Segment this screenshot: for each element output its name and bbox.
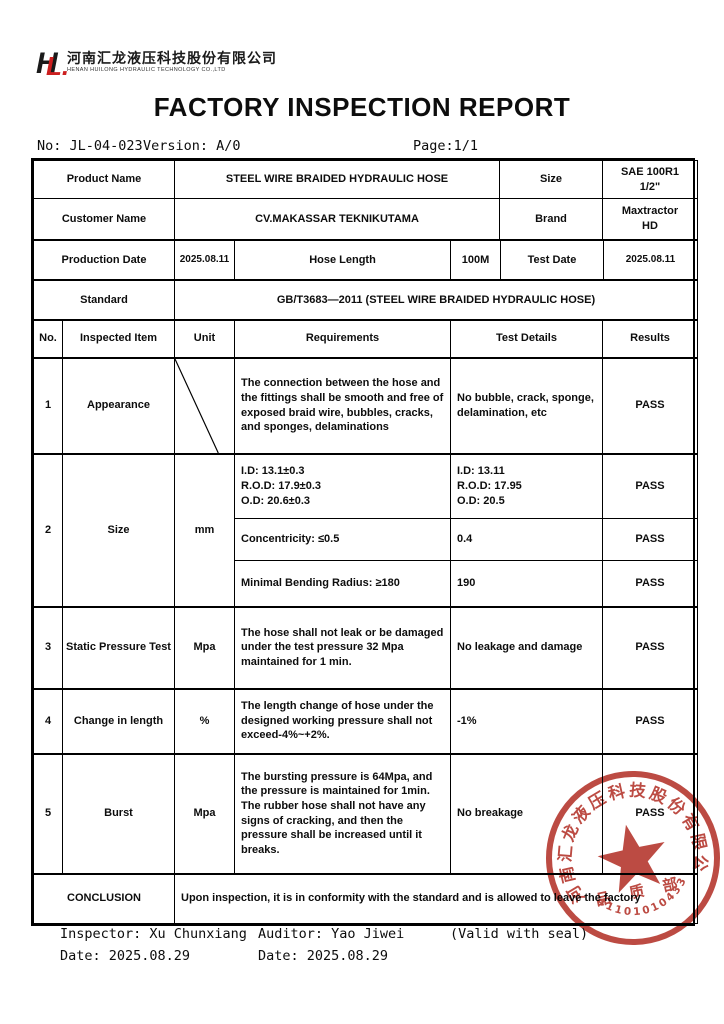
page-title: FACTORY INSPECTION REPORT <box>153 92 571 122</box>
company-logo: H L. 河南汇龙液压科技股份有限公司 HENAN HUILONG HYDRAU… <box>36 47 277 81</box>
col-header-no: No. <box>33 320 63 358</box>
col-header-unit: Unit <box>174 320 235 358</box>
row5-test-details: No breakage <box>450 752 603 874</box>
doc-version: Version: A/0 <box>143 138 241 154</box>
company-name-chinese: 河南汇龙液压科技股份有限公司 <box>67 50 277 66</box>
brand-value: Maxtractor HD <box>602 198 698 240</box>
row5-no: 5 <box>33 752 63 874</box>
test-date-label: Test Date <box>500 240 604 280</box>
production-date-value: 2025.08.11 <box>174 240 235 280</box>
row-appearance: 1 Appearance The connection between the … <box>33 356 698 454</box>
auditor-name: Auditor: Yao Jiwei <box>258 926 405 942</box>
conclusion-text: Upon inspection, it is in conformity wit… <box>174 872 698 924</box>
row4-requirements: The length change of hose under the desi… <box>234 687 451 754</box>
col-header-results: Results <box>602 320 698 358</box>
row2-item: Size <box>62 452 175 607</box>
hose-length-value: 100M <box>450 240 501 280</box>
valid-with-seal-note: (Valid with seal) <box>450 926 589 942</box>
row1-no: 1 <box>33 356 63 454</box>
size-value: SAE 100R1 1/2" <box>602 160 698 199</box>
row3-requirements: The hose shall not leak or be damaged un… <box>234 605 451 689</box>
row2c-test-details: 190 <box>450 560 603 607</box>
product-name-label: Product Name <box>33 160 175 199</box>
production-date-label: Production Date <box>33 240 175 280</box>
row3-no: 3 <box>33 605 63 689</box>
row4-no: 4 <box>33 687 63 754</box>
doc-page: Page:1/1 <box>413 138 479 154</box>
row-conclusion: CONCLUSION Upon inspection, it is in con… <box>33 872 698 924</box>
row-size-b: Concentricity: ≤0.5 0.4 PASS <box>34 518 698 561</box>
col-header-test-details: Test Details <box>450 320 603 358</box>
row4-item: Change in length <box>62 687 175 754</box>
row2b-result: PASS <box>602 518 698 561</box>
row2-unit: mm <box>174 452 235 607</box>
info-band-dates: Production Date 2025.08.11 Hose Length 1… <box>33 240 698 280</box>
doc-number: No: JL-04-023 <box>37 138 143 154</box>
size-label: Size <box>499 160 603 199</box>
row2a-result: PASS <box>602 452 698 519</box>
row2c-requirements: Minimal Bending Radius: ≥180 <box>234 560 451 607</box>
inspector-date: Date: 2025.08.29 <box>60 948 191 964</box>
row2b-test-details: 0.4 <box>450 518 603 561</box>
row1-unit-diagonal <box>174 356 235 454</box>
company-name-english: HENAN HUILONG HYDRAULIC TECHNOLOGY CO.,L… <box>67 67 226 73</box>
test-date-value: 2025.08.11 <box>603 240 698 280</box>
row-static-pressure: 3 Static Pressure Test Mpa The hose shal… <box>33 605 698 689</box>
row-change-in-length: 4 Change in length % The length change o… <box>33 687 698 754</box>
row-size-c: Minimal Bending Radius: ≥180 190 PASS <box>34 560 698 607</box>
standard-value: GB/T3683—2011 (STEEL WIRE BRAIDED HYDRAU… <box>174 280 698 320</box>
row1-test-details: No bubble, crack, sponge, delamination, … <box>450 356 603 454</box>
auditor-date: Date: 2025.08.29 <box>258 948 389 964</box>
document-meta: No: JL-04-023 Version: A/0 Page:1/1 <box>0 138 724 156</box>
row4-unit: % <box>174 687 235 754</box>
inspection-header-row: No. Inspected Item Unit Requirements Tes… <box>33 320 698 358</box>
row1-requirements: The connection between the hose and the … <box>234 356 451 454</box>
brand-label: Brand <box>499 198 603 240</box>
row2a-requirements: I.D: 13.1±0.3 R.O.D: 17.9±0.3 O.D: 20.6±… <box>234 452 451 519</box>
customer-name-value: CV.MAKASSAR TEKNIKUTAMA <box>174 198 500 240</box>
col-header-item: Inspected Item <box>62 320 175 358</box>
row1-result: PASS <box>602 356 698 454</box>
huilong-logo-icon: H L. <box>36 47 70 81</box>
info-band-standard: Standard GB/T3683—2011 (STEEL WIRE BRAID… <box>33 280 698 320</box>
row1-item: Appearance <box>62 356 175 454</box>
row-size-a: 2 Size mm I.D: 13.1±0.3 R.O.D: 17.9±0.3 … <box>33 452 698 607</box>
col-header-requirements: Requirements <box>234 320 451 358</box>
product-name-value: STEEL WIRE BRAIDED HYDRAULIC HOSE <box>174 160 500 199</box>
row2-no: 2 <box>33 452 63 607</box>
row5-item: Burst <box>62 752 175 874</box>
row3-result: PASS <box>602 605 698 689</box>
row2a-test-details: I.D: 13.11 R.O.D: 17.95 O.D: 20.5 <box>450 452 603 519</box>
row3-item: Static Pressure Test <box>62 605 175 689</box>
row4-test-details: -1% <box>450 687 603 754</box>
row5-requirements: The bursting pressure is 64Mpa, and the … <box>234 752 451 874</box>
inspector-name: Inspector: Xu Chunxiang <box>60 926 247 942</box>
inspection-table: No. Inspected Item Unit Requirements Tes… <box>33 320 698 924</box>
diagonal-slash-icon <box>175 358 219 453</box>
row-burst: 5 Burst Mpa The bursting pressure is 64M… <box>33 752 698 874</box>
row3-test-details: No leakage and damage <box>450 605 603 689</box>
row3-unit: Mpa <box>174 605 235 689</box>
customer-name-label: Customer Name <box>33 198 175 240</box>
row2b-requirements: Concentricity: ≤0.5 <box>234 518 451 561</box>
standard-label: Standard <box>33 280 175 320</box>
row2c-result: PASS <box>602 560 698 607</box>
conclusion-label: CONCLUSION <box>33 872 175 924</box>
report-table: Product Name STEEL WIRE BRAIDED HYDRAULI… <box>31 158 698 926</box>
row4-result: PASS <box>602 687 698 754</box>
hose-length-label: Hose Length <box>234 240 451 280</box>
row5-result: PASS <box>602 752 698 874</box>
row5-unit: Mpa <box>174 752 235 874</box>
info-band-product: Product Name STEEL WIRE BRAIDED HYDRAULI… <box>33 160 698 240</box>
